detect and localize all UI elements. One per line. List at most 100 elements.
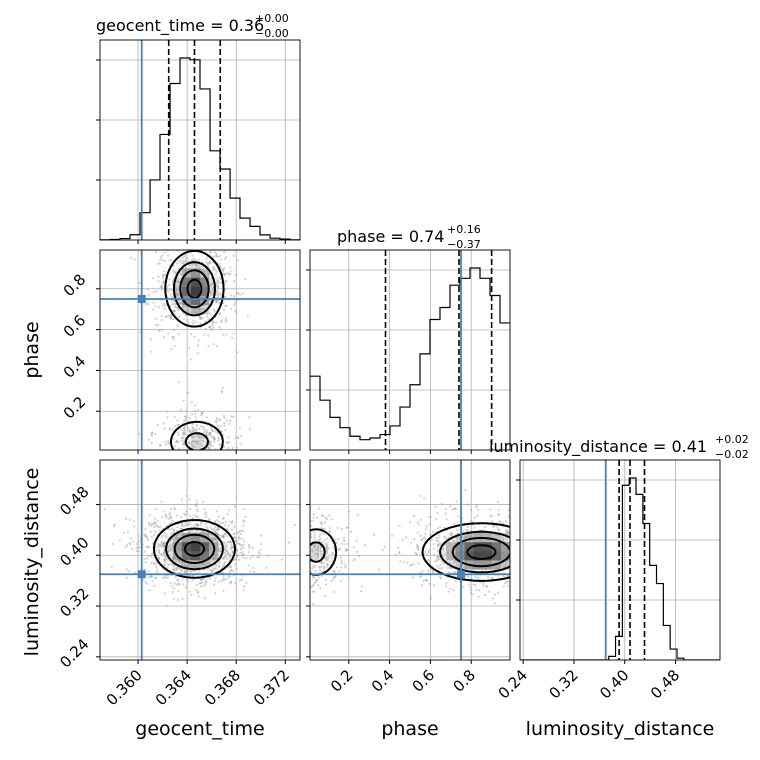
scatter-point — [176, 293, 179, 296]
scatter-point — [512, 554, 514, 556]
scatter-point — [230, 581, 233, 584]
scatter-point — [217, 425, 220, 428]
scatter-point — [205, 514, 208, 517]
scatter-point — [172, 477, 174, 479]
scatter-point — [257, 551, 260, 554]
scatter-point — [199, 442, 202, 446]
scatter-point — [215, 270, 218, 273]
scatter-point — [297, 559, 299, 561]
scatter-point — [311, 519, 314, 522]
scatter-point — [201, 411, 204, 414]
scatter-point — [194, 416, 197, 419]
scatter-point — [434, 505, 437, 508]
scatter-point — [234, 582, 237, 585]
scatter-point — [220, 294, 223, 297]
scatter-point — [227, 576, 230, 579]
scatter-point — [278, 524, 280, 526]
scatter-point — [191, 263, 194, 267]
scatter-point — [337, 549, 340, 552]
scatter-point — [208, 440, 211, 443]
scatter-point — [208, 325, 212, 328]
scatter-point — [144, 535, 147, 538]
scatter-point — [304, 535, 306, 537]
scatter-point — [506, 580, 509, 583]
scatter-point — [184, 254, 187, 257]
scatter-point — [320, 565, 323, 568]
scatter-point — [134, 571, 137, 574]
scatter-point — [162, 558, 166, 561]
scatter-point — [484, 568, 487, 572]
scatter-point — [176, 582, 180, 585]
scatter-point — [103, 508, 106, 511]
scatter-point — [151, 454, 153, 456]
scatter-point — [421, 570, 424, 573]
scatter-point — [319, 587, 322, 590]
scatter-point — [143, 557, 146, 561]
scatter-point — [211, 287, 214, 291]
scatter-point — [173, 506, 176, 510]
scatter-point — [219, 328, 222, 331]
scatter-point — [197, 435, 200, 438]
scatter-point — [462, 585, 465, 588]
scatter-point — [216, 285, 219, 288]
scatter-point — [337, 538, 340, 541]
scatter-point — [248, 564, 251, 567]
scatter-point — [514, 527, 516, 529]
scatter-point — [524, 529, 526, 531]
scatter-point — [287, 600, 289, 602]
scatter-point — [260, 542, 263, 545]
scatter-point — [172, 246, 174, 248]
scatter-point — [218, 301, 221, 304]
scatter-point — [200, 439, 203, 442]
scatter-point — [242, 543, 245, 547]
scatter-point — [257, 556, 261, 559]
scatter-point — [190, 570, 193, 573]
scatter-point — [225, 549, 228, 552]
scatter-point — [233, 301, 236, 304]
scatter-point — [191, 426, 194, 429]
scatter-point — [150, 338, 153, 341]
scatter-point — [181, 578, 184, 581]
scatter-point — [212, 255, 215, 259]
scatter-point — [149, 555, 153, 558]
scatter-point — [171, 519, 174, 522]
scatter-point — [205, 455, 207, 457]
scatter-point — [333, 570, 336, 574]
scatter-point — [485, 567, 488, 570]
scatter-point — [514, 594, 516, 596]
scatter-point — [320, 574, 323, 577]
scatter-point — [176, 463, 178, 465]
scatter-point — [160, 254, 163, 257]
scatter-point — [297, 535, 299, 537]
scatter-point — [163, 559, 166, 562]
scatter-point — [232, 569, 235, 572]
scatter-point — [212, 266, 215, 270]
scatter-point — [197, 307, 200, 310]
scatter-point — [466, 529, 469, 532]
scatter-point — [415, 553, 419, 556]
scatter-point — [188, 246, 190, 248]
scatter-point — [302, 536, 304, 538]
scatter-point — [229, 546, 232, 549]
scatter-point — [233, 532, 236, 536]
scatter-point — [152, 526, 156, 529]
scatter-point — [180, 569, 183, 572]
scatter-point — [194, 311, 198, 314]
scatter-point — [288, 560, 290, 562]
scatter-point — [178, 461, 180, 463]
scatter-point — [204, 453, 206, 455]
scatter-point — [161, 544, 164, 547]
scatter-point — [176, 431, 179, 434]
scatter-point — [184, 258, 187, 261]
scatter-point — [217, 547, 220, 550]
scatter-point — [235, 446, 238, 449]
scatter-point — [305, 564, 307, 566]
scatter-point — [180, 563, 183, 566]
density-cell — [172, 295, 183, 305]
scatter-point — [145, 546, 148, 549]
title-geocent-time-sub: −0.00 — [255, 27, 289, 40]
scatter-point — [174, 441, 177, 444]
scatter-point — [218, 419, 222, 422]
scatter-point — [352, 559, 355, 562]
scatter-point — [173, 569, 176, 572]
